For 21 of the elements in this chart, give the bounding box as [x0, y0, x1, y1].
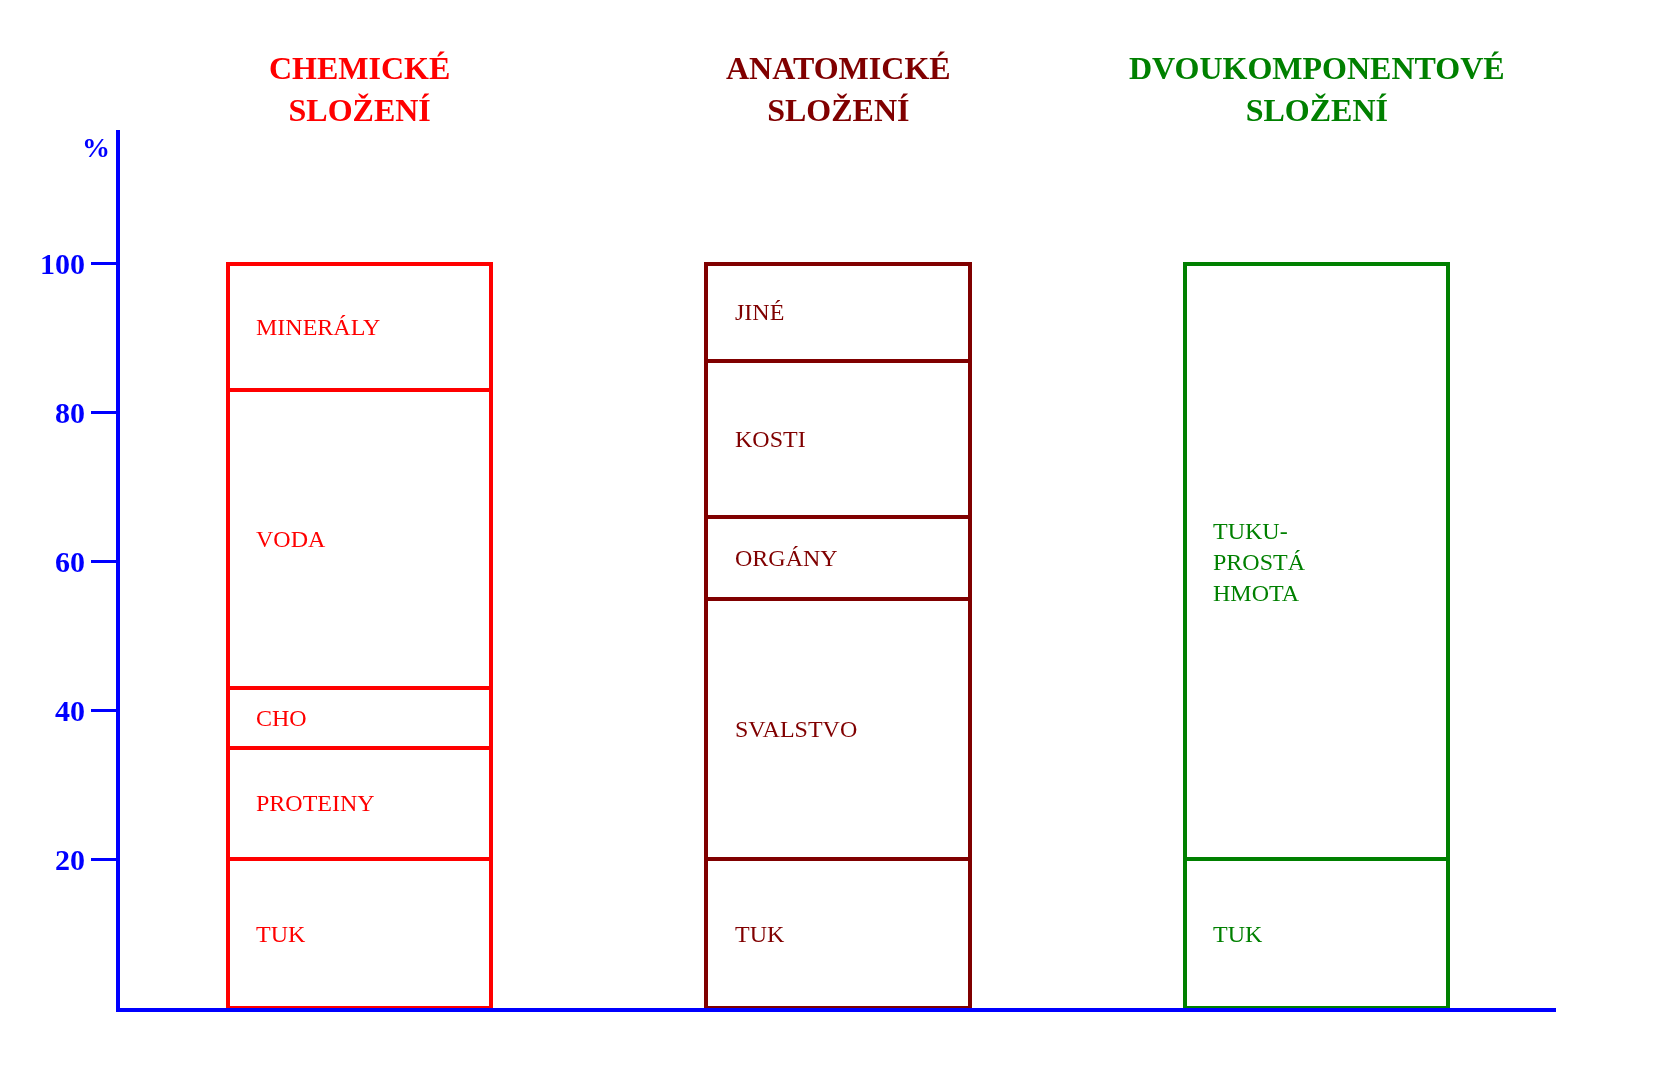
data-label: CHO: [256, 705, 307, 731]
data-label: JINÉ: [735, 299, 785, 325]
data-label: VODA: [256, 526, 326, 552]
data-label: TUK: [1213, 921, 1263, 947]
data-label: ORGÁNY: [735, 545, 838, 571]
data-label: MINERÁLY: [256, 314, 381, 340]
data-label: TUKU- PROSTÁ HMOTA: [1213, 518, 1306, 607]
y-tick-label: 100: [40, 247, 85, 281]
x-tick-label: CHEMICKÉ SLOŽENÍ: [269, 50, 451, 128]
data-label: SVALSTVO: [735, 716, 858, 742]
data-label: KOSTI: [735, 426, 806, 452]
y-axis-title: %: [82, 132, 110, 163]
y-tick-label: 80: [55, 396, 85, 430]
x-tick-label: ANATOMICKÉ SLOŽENÍ: [726, 50, 951, 128]
data-label: TUK: [735, 921, 785, 947]
y-tick-label: 40: [55, 693, 85, 727]
y-tick-label: 60: [55, 545, 85, 579]
data-label: TUK: [256, 921, 306, 947]
y-tick-label: 20: [55, 842, 85, 876]
data-label: PROTEINY: [256, 790, 375, 816]
x-tick-label: DVOUKOMPONENTOVÉ SLOŽENÍ: [1129, 50, 1505, 128]
